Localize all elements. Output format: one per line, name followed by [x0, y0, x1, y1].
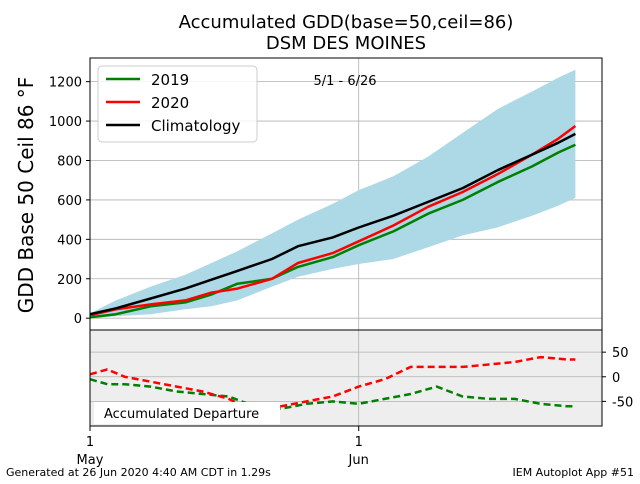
departure-line-2020	[89, 355, 576, 413]
legend-label-2019: 2019	[151, 71, 189, 89]
main-plot-area: 0 200 400 600 800 1000 1200 5/1 - 6/26 2019 20…	[14, 57, 603, 331]
series-line-2020	[89, 124, 577, 317]
x-tick-label-month: May	[77, 453, 104, 468]
departure-y-tick-label: -50	[612, 395, 633, 410]
departure-plot-area: Accumulated Departure 50 0 -50 1 May 1 Jun	[77, 329, 633, 468]
main-y-tick-label: 0	[74, 312, 82, 327]
x-tick-label-day: 1	[86, 435, 94, 450]
series-line-climatology	[89, 132, 576, 316]
main-y-tick-label: 600	[57, 194, 82, 209]
main-y-tick-label: 1000	[49, 115, 82, 130]
footer-generated: Generated at 26 Jun 2020 4:40 AM CDT in …	[6, 466, 271, 479]
departure-label: Accumulated Departure	[104, 407, 259, 422]
y-axis-label: GDD Base 50 Ceil 86 °F	[14, 77, 38, 314]
departure-series-lines	[89, 355, 576, 413]
x-tick-label-day: 1	[355, 435, 363, 450]
departure-plot-frame	[89, 329, 603, 427]
departure-y-ticks: 50 0 -50	[602, 346, 633, 410]
departure-line-2019	[89, 377, 576, 411]
main-y-tick-label: 200	[57, 273, 82, 288]
series-line-2019	[89, 143, 576, 319]
departure-y-tick-label: 50	[612, 346, 629, 361]
main-series-lines	[89, 124, 577, 319]
main-y-tick-label: 800	[57, 154, 82, 169]
legend-label-climatology: Climatology	[151, 117, 241, 135]
date-range-label: 5/1 - 6/26	[313, 74, 376, 89]
climatology-range-band	[90, 69, 576, 319]
legend-label-2020: 2020	[151, 94, 189, 112]
main-y-ticks: 0 200 400 600 800 1000 1200	[49, 76, 90, 327]
main-y-tick-label: 1200	[49, 76, 82, 91]
legend: 2019 2020 Climatology	[97, 65, 258, 143]
chart-title-line1: Accumulated GDD(base=50,ceil=86)	[179, 12, 514, 33]
x-tick-label-month: Jun	[348, 453, 369, 468]
departure-y-tick-label: 0	[612, 371, 620, 386]
legend-box	[97, 65, 258, 143]
departure-label-box	[94, 402, 280, 424]
main-y-tick-label: 400	[57, 233, 82, 248]
x-ticks: 1 May 1 Jun	[77, 426, 369, 468]
footer-app: IEM Autoplot App #51	[513, 466, 635, 479]
chart-title-line2: DSM DES MOINES	[266, 33, 426, 54]
